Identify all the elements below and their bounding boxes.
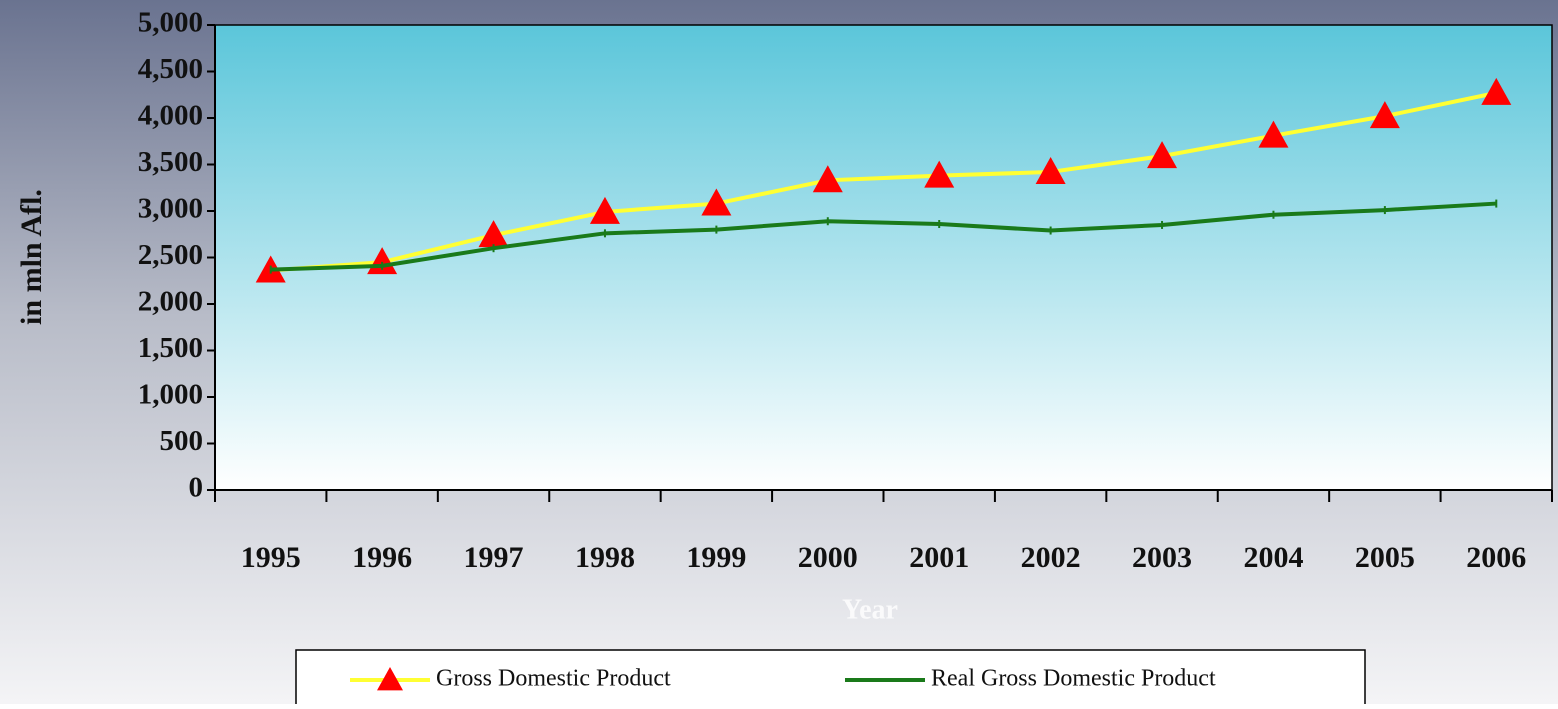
x-tick-label: 2003 bbox=[1132, 541, 1192, 574]
y-tick-label: 1,000 bbox=[138, 379, 203, 411]
triangle-marker bbox=[1258, 120, 1289, 148]
triangle-marker bbox=[1481, 77, 1512, 105]
y-tick-label: 3,000 bbox=[138, 193, 203, 225]
x-tick-label: 1999 bbox=[686, 541, 746, 574]
x-tick-label: 2005 bbox=[1355, 541, 1415, 574]
y-tick-label: 500 bbox=[160, 425, 204, 457]
series-line bbox=[270, 201, 1497, 272]
y-tick-label: 0 bbox=[189, 472, 204, 504]
y-tick-label: 3,500 bbox=[138, 146, 203, 178]
x-tick-label: 1998 bbox=[575, 541, 635, 574]
triangle-marker bbox=[478, 220, 509, 248]
triangle-marker bbox=[701, 188, 732, 216]
y-tick-label: 2,000 bbox=[138, 286, 203, 318]
y-axis-label: in mln Afl. bbox=[15, 189, 48, 325]
triangle-marker bbox=[812, 165, 843, 193]
triangle-marker bbox=[589, 196, 620, 224]
triangle-marker bbox=[924, 160, 955, 188]
y-tick-label: 5,000 bbox=[138, 7, 203, 39]
x-tick-label: 2004 bbox=[1243, 541, 1303, 574]
x-tick-label: 2002 bbox=[1021, 541, 1081, 574]
legend bbox=[295, 649, 1366, 707]
x-tick-label: 1995 bbox=[241, 541, 301, 574]
y-tick-label: 4,500 bbox=[138, 53, 203, 85]
plot-area bbox=[214, 24, 1553, 491]
legend-label: Gross Domestic Product bbox=[436, 666, 671, 692]
y-tick-label: 2,500 bbox=[138, 239, 203, 271]
triangle-marker bbox=[1147, 141, 1178, 169]
x-tick-label: 2006 bbox=[1466, 541, 1526, 574]
x-tick-label: 2001 bbox=[909, 541, 969, 574]
x-axis-label: Year bbox=[842, 594, 898, 625]
x-tick-label: 1996 bbox=[352, 541, 412, 574]
y-tick-label: 1,500 bbox=[138, 332, 203, 364]
x-tick-label: 1997 bbox=[464, 541, 524, 574]
x-tick-label: 2000 bbox=[798, 541, 858, 574]
series-line bbox=[270, 90, 1497, 273]
triangle-marker bbox=[1369, 101, 1400, 129]
legend-label: Real Gross Domestic Product bbox=[931, 666, 1216, 692]
triangle-marker bbox=[1035, 156, 1066, 184]
y-tick-label: 4,000 bbox=[138, 100, 203, 132]
legend-marker bbox=[377, 667, 403, 691]
